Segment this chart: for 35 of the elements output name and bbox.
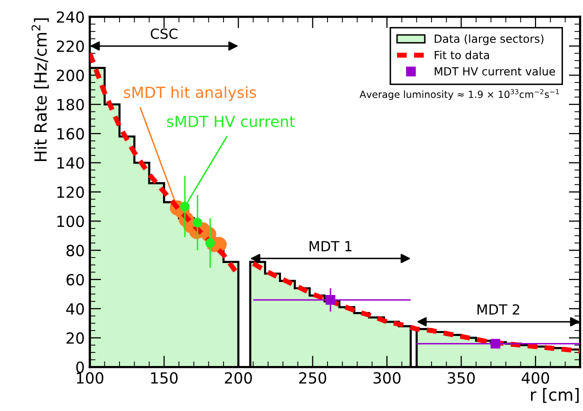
y-tick-label: 240 xyxy=(56,11,84,23)
legend-label: Fit to data xyxy=(434,50,489,60)
point xyxy=(180,202,190,212)
text: sMDT hit analysis xyxy=(124,86,256,102)
annotation: MDT 2 xyxy=(478,304,520,315)
x-tick-label: 400 xyxy=(522,372,550,384)
x-tick-label: 150 xyxy=(151,372,178,384)
annotation: CSC xyxy=(150,28,178,39)
y-tick-label: 140 xyxy=(57,157,84,169)
legend-label: Data (large sectors) xyxy=(434,34,544,46)
y-tick-label: 100 xyxy=(57,216,84,228)
point xyxy=(490,338,500,349)
annotation: MDT 1 xyxy=(310,241,352,252)
y-tick-label: 200 xyxy=(56,70,84,82)
y-tick-label: 60 xyxy=(66,274,84,286)
y-tick-label: 0 xyxy=(76,361,84,374)
y-tick-label: 80 xyxy=(66,244,84,256)
y-tick-label: 180 xyxy=(57,98,84,110)
y-tick-label: 40 xyxy=(66,303,84,315)
y-axis-title: Hit Rate [Hz/cm$^{2}$] xyxy=(32,18,49,162)
point xyxy=(326,295,336,305)
x-tick-label: 350 xyxy=(448,372,475,384)
x-tick-label: 250 xyxy=(299,372,326,384)
annotation: Average luminosity ≈ 1.9 × 10$^{33}$cm$^{−2}$s$^{−1}$ xyxy=(360,89,559,100)
legend-label: MDT HV current value xyxy=(434,66,556,76)
y-tick-label: 20 xyxy=(66,332,84,344)
x-tick-label: 200 xyxy=(224,372,252,384)
y-tick-label: 220 xyxy=(56,40,84,52)
text: sMDT HV current xyxy=(167,116,295,128)
x-tick-label: 100 xyxy=(76,372,104,384)
point xyxy=(192,218,202,228)
y-tick-label: 160 xyxy=(57,128,84,140)
y-tick-label: 120 xyxy=(57,186,84,198)
x-axis-title: r [cm] xyxy=(531,388,579,403)
x-tick-label: 300 xyxy=(374,372,400,384)
